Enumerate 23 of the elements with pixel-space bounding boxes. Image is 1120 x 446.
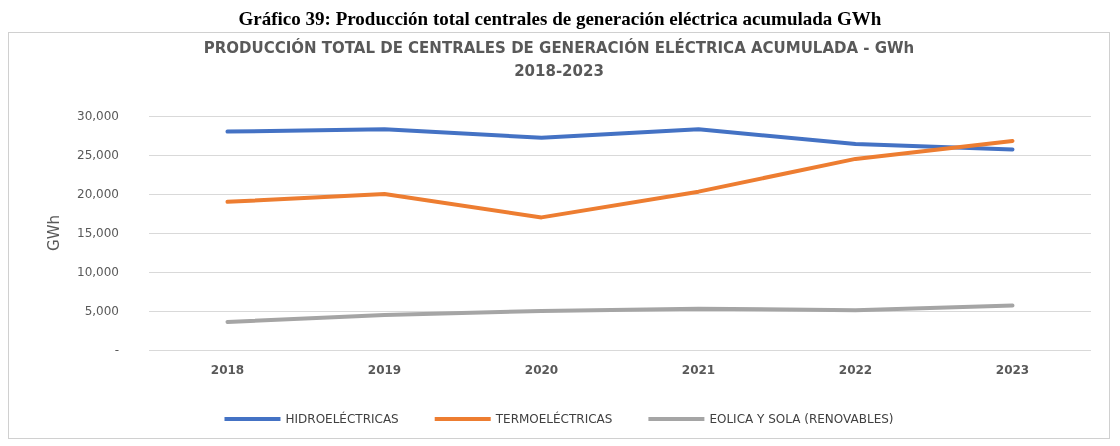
x-tick-label: 2020 xyxy=(524,363,559,377)
y-tick-label: 25,000 xyxy=(77,148,119,162)
chart-subtitle: 2018-2023 xyxy=(514,61,604,80)
x-tick-label: 2023 xyxy=(995,363,1030,377)
legend-label: HIDROELÉCTRICAS xyxy=(285,411,399,426)
y-tick-label: 20,000 xyxy=(77,187,119,201)
y-tick-label: 10,000 xyxy=(77,265,119,279)
y-tick-label: 5,000 xyxy=(84,304,119,318)
x-tick-label: 2021 xyxy=(681,363,716,377)
y-tick-label: 30,000 xyxy=(77,109,119,123)
x-tick-label: 2022 xyxy=(838,363,873,377)
legend-label: EOLICA Y SOLA (RENOVABLES) xyxy=(709,412,894,426)
x-tick-label: 2018 xyxy=(210,363,245,377)
y-axis-title: GWh xyxy=(44,215,63,251)
y-tick-label: - xyxy=(114,343,119,357)
line-series xyxy=(225,303,1015,324)
line-series xyxy=(225,127,1015,152)
x-tick-label: 2019 xyxy=(367,363,402,377)
y-tick-label: 15,000 xyxy=(77,226,119,240)
line-series xyxy=(225,138,1015,220)
chart-title: PRODUCCIÓN TOTAL DE CENTRALES DE GENERACIÓN ELÉCTRICA ACUMULADA - GWh xyxy=(203,37,915,57)
legend-label: TERMOELÉCTRICAS xyxy=(494,411,613,426)
text: Gráfico 39: Producción total centrales de generación eléctrica acumulada GWh xyxy=(237,8,883,31)
